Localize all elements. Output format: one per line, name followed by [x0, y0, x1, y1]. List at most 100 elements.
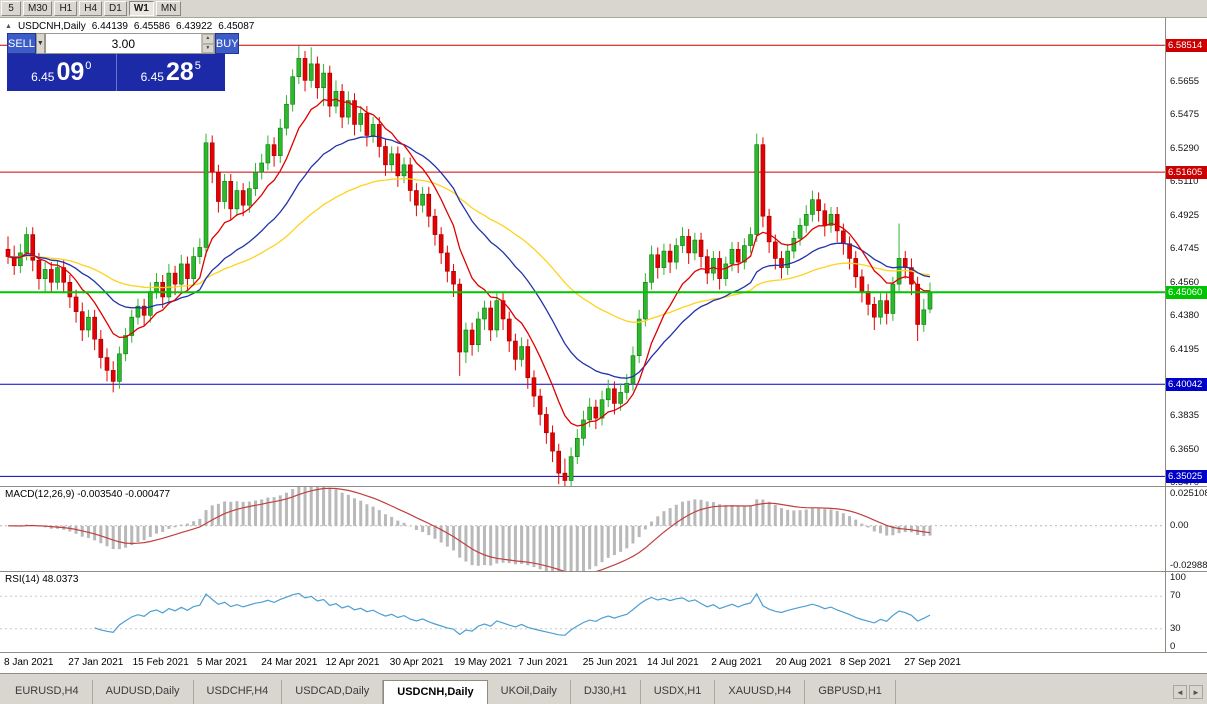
ma-line-10: [7, 98, 931, 427]
date-label: 14 Jul 2021: [647, 657, 699, 668]
time-axis[interactable]: 8 Jan 2021 27 Jan 2021 15 Feb 2021 5 Mar 20…: [0, 652, 1207, 673]
tab-gbpusd-h1[interactable]: GBPUSD,H1: [805, 680, 896, 704]
ohlc-open-value: 6.44139: [91, 21, 128, 32]
timeframe-button-mn[interactable]: MN: [155, 1, 182, 16]
price-level-tag: 6.40042: [1166, 378, 1207, 392]
price-tick-label: 6.4745: [1170, 243, 1200, 255]
buy-price-display[interactable]: 6.45 28 5: [115, 54, 226, 91]
rsi-axis-label: 100: [1170, 572, 1186, 583]
date-label: 12 Apr 2021: [325, 657, 380, 668]
chevron-down-icon: ▼: [36, 40, 44, 47]
buy-price-base: 6.45: [140, 70, 164, 84]
rsi-axis-label: 0: [1170, 641, 1176, 652]
price-axis[interactable]: 6.5655 6.5475 6.5290 6.5110 6.4925 6.4745 6.45…: [1165, 18, 1207, 652]
buy-price-pips: 28: [165, 58, 194, 86]
tab-audusd-daily[interactable]: AUDUSD,Daily: [93, 680, 194, 704]
sell-price-base: 6.45: [31, 70, 55, 84]
price-tick-label: 6.4195: [1170, 344, 1200, 356]
date-label: 27 Sep 2021: [904, 657, 961, 668]
date-label: 8 Sep 2021: [839, 657, 892, 668]
price-tick-label: 6.4925: [1170, 210, 1200, 222]
macd-axis-label: 0.025108: [1170, 488, 1207, 499]
macd-signal-line: [7, 487, 931, 572]
price-chart-panel[interactable]: ▲ USDCNH,Daily 6.44139 6.45586 6.43922 6…: [0, 18, 1165, 486]
date-label: 5 Mar 2021: [196, 657, 248, 668]
tab-scroll-left-icon[interactable]: ◄: [1173, 685, 1187, 699]
price-tick-label: 6.3835: [1170, 410, 1200, 422]
macd-axis-label: 0.00: [1170, 519, 1189, 531]
price-level-tag: 6.45060: [1166, 286, 1207, 300]
tab-usdchf-h4[interactable]: USDCHF,H4: [194, 680, 283, 704]
rsi-chart[interactable]: [0, 572, 1165, 653]
tab-usdcad-daily[interactable]: USDCAD,Daily: [282, 680, 384, 704]
date-label: 8 Jan 2021: [4, 657, 54, 668]
timeframe-button-d1[interactable]: D1: [104, 1, 127, 16]
buy-button[interactable]: BUY: [214, 33, 240, 54]
timeframe-button-5[interactable]: 5: [1, 1, 21, 16]
rsi-indicator-panel[interactable]: RSI(14) 48.0373: [0, 571, 1165, 652]
volume-down-button[interactable]: ▼: [201, 43, 214, 53]
tab-scroll-controls: ◄ ►: [1173, 685, 1207, 704]
rsi-line: [94, 592, 931, 636]
tab-usdcnh-daily[interactable]: USDCNH,Daily: [383, 680, 488, 704]
tab-usdx-h1[interactable]: USDX,H1: [641, 680, 716, 704]
timeframe-button-h4[interactable]: H4: [79, 1, 103, 16]
ohlc-high-value: 6.45586: [133, 21, 171, 32]
chart-symbol-label: USDCNH,Daily: [17, 21, 86, 32]
tab-dj30-h1[interactable]: DJ30,H1: [571, 680, 641, 704]
macd-chart[interactable]: [0, 487, 1165, 572]
macd-axis-label: -0.02988: [1170, 560, 1207, 571]
axis-separator: [1166, 571, 1207, 572]
timeframe-button-w1[interactable]: W1: [128, 1, 154, 16]
sell-button[interactable]: SELL: [7, 33, 36, 54]
collapse-chart-icon[interactable]: ▲: [5, 23, 12, 30]
rsi-label: RSI(14) 48.0373: [5, 574, 79, 585]
price-tick-label: 6.5110: [1170, 176, 1199, 188]
rsi-axis-label: 70: [1170, 590, 1181, 602]
sell-price-pips: 09: [56, 58, 85, 86]
ohlc-low-value: 6.43922: [176, 21, 213, 32]
tab-xauusd-h4[interactable]: XAUUSD,H4: [715, 680, 806, 704]
volume-up-button[interactable]: ▲: [201, 34, 214, 44]
ohlc-close-value: 6.45087: [218, 21, 255, 32]
tab-ukoil-daily[interactable]: UKOil,Daily: [488, 680, 571, 704]
price-tick-label: 6.3650: [1170, 444, 1200, 456]
timeframe-button-h1[interactable]: H1: [54, 1, 78, 16]
date-label: 24 Mar 2021: [261, 657, 318, 668]
date-label: 2 Aug 2021: [711, 657, 762, 668]
chart-title-bar: ▲ USDCNH,Daily 6.44139 6.45586 6.43922 6…: [5, 21, 254, 32]
volume-input[interactable]: [45, 34, 201, 53]
trade-options-dropdown[interactable]: ▼: [35, 33, 45, 54]
macd-indicator-panel[interactable]: MACD(12,26,9) -0.003540 -0.000477: [0, 486, 1165, 572]
price-level-tag: 6.35025: [1166, 470, 1207, 484]
date-label: 30 Apr 2021: [389, 657, 444, 668]
price-tick-label: 6.5290: [1170, 143, 1200, 155]
sell-price-point: 0: [85, 60, 92, 72]
ma-line-55: [7, 177, 931, 323]
tab-scroll-right-icon[interactable]: ►: [1189, 685, 1203, 699]
rsi-axis-label: 30: [1170, 622, 1181, 634]
date-label: 15 Feb 2021: [132, 657, 189, 668]
price-level-tag: 6.51605: [1166, 166, 1207, 180]
date-label: 7 Jun 2021: [518, 657, 568, 668]
price-tick-label: 6.4380: [1170, 310, 1200, 322]
price-level-tag: 6.58514: [1166, 39, 1207, 53]
volume-stepper: ▲ ▼: [200, 34, 214, 53]
timeframe-button-m30[interactable]: M30: [23, 1, 53, 16]
candlestick-chart[interactable]: [0, 18, 1165, 486]
price-tick-label: 6.4560: [1170, 277, 1200, 289]
buy-price-point: 5: [194, 60, 201, 72]
date-label: 25 Jun 2021: [582, 657, 638, 668]
chart-tab-bar: EURUSD,H4 AUDUSD,Daily USDCHF,H4 USDCAD,Dai…: [0, 673, 1207, 704]
axis-separator: [1166, 486, 1207, 487]
date-label: 19 May 2021: [454, 657, 512, 668]
candlesticks: [5, 45, 933, 486]
sell-price-display[interactable]: 6.45 09 0: [7, 54, 116, 91]
chart-tabs: EURUSD,H4 AUDUSD,Daily USDCHF,H4 USDCAD,Dai…: [2, 680, 896, 704]
date-label: 27 Jan 2021: [68, 657, 124, 668]
tab-eurusd-h4[interactable]: EURUSD,H4: [2, 680, 93, 704]
timeframe-toolbar: 5 M30 H1 H4 D1 W1 MN: [0, 0, 1207, 18]
price-tick-label: 6.5655: [1170, 76, 1200, 88]
